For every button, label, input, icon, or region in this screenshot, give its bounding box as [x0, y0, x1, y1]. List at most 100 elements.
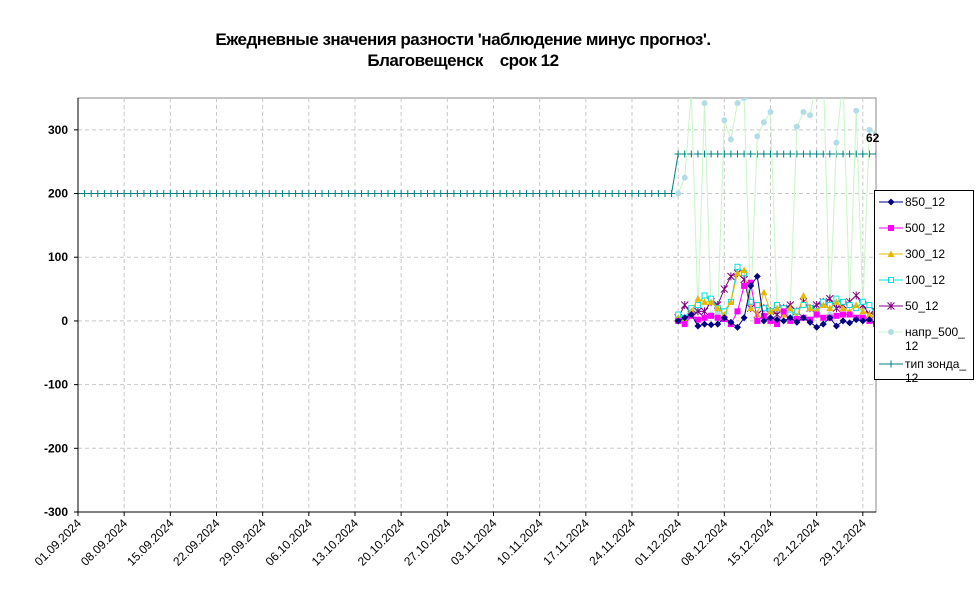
legend-entry: напр_500_12: [877, 325, 971, 353]
marker: [701, 298, 709, 305]
marker: [358, 190, 366, 198]
marker: [470, 190, 478, 198]
marker: [694, 307, 702, 316]
marker: [688, 89, 694, 95]
legend-swatch: [879, 198, 903, 206]
marker: [410, 190, 418, 198]
marker: [866, 126, 873, 133]
marker: [846, 311, 853, 318]
marker: [727, 136, 734, 143]
marker: [760, 288, 768, 296]
marker: [245, 190, 253, 198]
marker: [147, 190, 155, 198]
marker: [727, 298, 735, 305]
marker: [641, 190, 649, 198]
marker: [615, 190, 623, 198]
legend-label: 850_12: [905, 195, 946, 209]
marker: [239, 190, 247, 198]
marker: [865, 311, 873, 318]
marker: [417, 190, 425, 198]
marker: [832, 304, 841, 313]
plot-area: [77, 97, 877, 513]
marker: [721, 117, 728, 124]
legend-swatch: [879, 329, 903, 335]
marker: [694, 322, 702, 330]
marker: [140, 190, 148, 198]
marker: [859, 317, 867, 325]
marker: [489, 190, 497, 198]
marker: [747, 298, 754, 305]
marker: [226, 190, 234, 198]
marker: [887, 302, 895, 310]
marker: [259, 190, 267, 198]
marker: [720, 150, 728, 158]
x-tick-label: 03.11.2024: [448, 516, 500, 568]
marker: [747, 304, 755, 312]
marker: [840, 311, 847, 318]
marker: [714, 320, 722, 328]
marker: [595, 190, 603, 198]
marker: [832, 322, 840, 330]
marker: [529, 190, 537, 198]
marker: [707, 150, 715, 158]
legend-label: 500_12: [905, 221, 946, 235]
marker: [813, 150, 821, 158]
marker: [734, 323, 742, 331]
marker: [351, 190, 359, 198]
marker: [760, 312, 767, 319]
marker: [700, 307, 709, 316]
marker: [509, 190, 517, 198]
marker: [78, 190, 82, 198]
marker: [311, 190, 319, 198]
marker: [753, 311, 761, 318]
x-tick-label: 20.10.2024: [355, 516, 408, 569]
marker: [272, 190, 280, 198]
marker: [839, 304, 847, 312]
marker: [813, 311, 820, 318]
marker: [681, 321, 688, 328]
marker: [133, 190, 141, 198]
marker: [840, 76, 846, 82]
marker: [503, 190, 511, 198]
marker: [331, 190, 339, 198]
marker: [575, 190, 583, 198]
marker: [694, 150, 702, 158]
marker: [457, 190, 465, 198]
marker: [814, 76, 820, 82]
marker: [887, 360, 895, 368]
x-tick-label: 08.12.2024: [678, 516, 731, 569]
marker: [734, 269, 742, 277]
legend-entry: 50_12: [877, 299, 971, 321]
marker: [741, 98, 748, 101]
x-tick-label: 13.10.2024: [309, 516, 362, 569]
x-tick-label: 08.09.2024: [78, 516, 131, 569]
marker: [793, 123, 800, 130]
marker: [166, 190, 174, 198]
marker: [687, 311, 695, 319]
y-tick-label: -100: [44, 378, 68, 392]
marker: [760, 317, 768, 325]
marker: [635, 190, 643, 198]
marker: [680, 301, 689, 309]
marker: [793, 150, 801, 158]
marker: [305, 190, 313, 198]
marker: [888, 277, 894, 283]
marker: [173, 190, 181, 198]
marker: [694, 316, 701, 323]
marker: [681, 314, 689, 322]
y-tick-label: 0: [61, 314, 68, 328]
legend-label: 300_12: [905, 247, 946, 261]
marker: [483, 190, 491, 198]
x-tick-label: 06.10.2024: [263, 516, 316, 569]
x-tick-label: 24.11.2024: [586, 516, 638, 568]
y-tick-label: 300: [48, 123, 68, 137]
x-tick-label: 01.09.2024: [32, 516, 85, 569]
marker: [127, 190, 135, 198]
marker: [806, 304, 814, 312]
marker: [681, 174, 688, 181]
marker: [727, 272, 735, 281]
marker: [754, 302, 761, 308]
marker: [701, 292, 708, 299]
marker: [799, 291, 807, 299]
